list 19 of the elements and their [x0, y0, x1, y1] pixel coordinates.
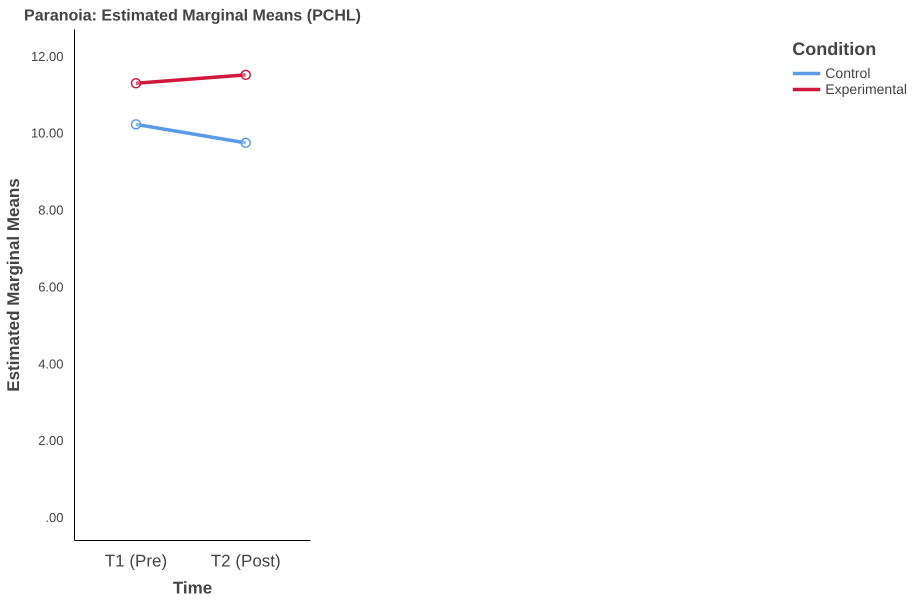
- y-tick-label: 4.00: [38, 356, 64, 372]
- y-tick-label: 2.00: [38, 433, 64, 448]
- x-axis-title: Time: [172, 578, 212, 598]
- y-tick-label: 12.00: [30, 48, 64, 64]
- y-tick-label: .00: [45, 510, 64, 525]
- y-tick-label: 6.00: [38, 279, 64, 294]
- point: [240, 70, 251, 80]
- legend-label: Experimental: [825, 81, 907, 97]
- chart-title: Paranoia: Estimated Marginal Means (PCHL): [24, 8, 361, 24]
- legend-title: Condition: [792, 39, 878, 60]
- legend-label: Control: [825, 65, 870, 81]
- x-tick-label: T1 (Pre): [104, 552, 168, 570]
- point: [130, 78, 142, 89]
- x-tick-label: T2 (Post): [210, 552, 281, 570]
- y-tick-label: 10.00: [30, 126, 64, 141]
- point: [240, 138, 251, 148]
- y-tick-label: 8.00: [38, 202, 64, 218]
- point: [130, 119, 142, 130]
- y-axis-title: Estimated Marginal Means: [4, 178, 23, 392]
